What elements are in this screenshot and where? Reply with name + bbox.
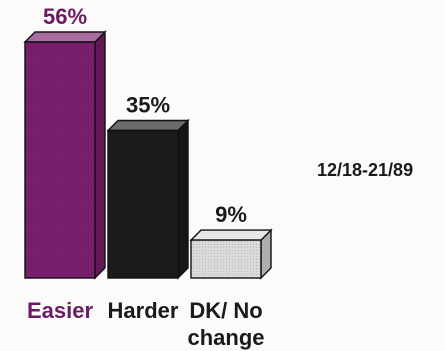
category-label-harder: Harder — [108, 298, 179, 323]
bar-top-face — [106, 119, 190, 132]
bar-side-face — [177, 118, 189, 280]
bar-side-face — [94, 30, 106, 280]
bar-texture — [25, 42, 95, 278]
bar-texture — [191, 240, 261, 278]
category-label-easier: Easier — [27, 298, 93, 323]
bar-easier — [23, 30, 107, 280]
bar-harder — [106, 118, 190, 280]
bar-dk-no-change — [189, 228, 273, 280]
value-label-harder: 35% — [126, 93, 170, 118]
bar-top-face — [23, 31, 107, 43]
bar-texture — [108, 130, 178, 278]
date-note: 12/18-21/89 — [317, 160, 414, 180]
category-label-dk-no-change: DK/ No change — [187, 298, 264, 350]
value-label-easier: 56% — [43, 4, 87, 29]
value-label-dk-no-change: 9% — [215, 202, 247, 227]
bar-top-face — [189, 229, 273, 241]
